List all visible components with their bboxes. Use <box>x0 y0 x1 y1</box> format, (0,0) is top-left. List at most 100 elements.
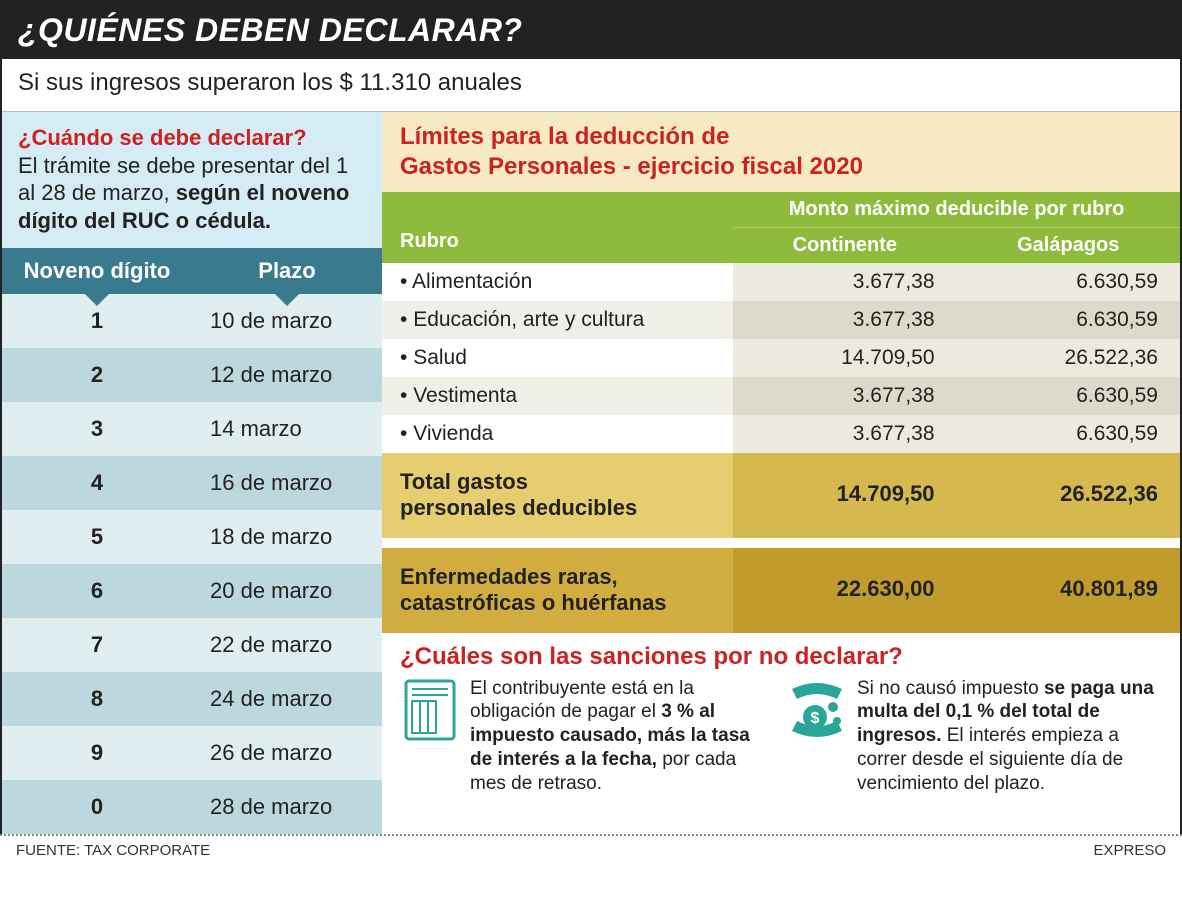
columns-wrapper: ¿Cuándo se debe declarar? El trámite se … <box>2 112 1180 834</box>
when-box: ¿Cuándo se debe declarar? El trámite se … <box>2 112 382 248</box>
limits-title-line1: Límites para la deducción de <box>400 123 729 150</box>
limits-row: Vestimenta3.677,386.630,59 <box>382 377 1180 415</box>
limits-title: Límites para la deducción de Gastos Pers… <box>382 112 1180 192</box>
schedule-row: 416 de marzo <box>2 456 382 510</box>
schedule-row: 314 marzo <box>2 402 382 456</box>
total1-label: Total gastos personales deducibles <box>382 453 733 538</box>
limits-galapagos: 6.630,59 <box>957 415 1180 453</box>
total1-galapagos: 26.522,36 <box>957 453 1180 538</box>
svg-text:$: $ <box>811 710 820 727</box>
limits-galapagos: 6.630,59 <box>957 263 1180 301</box>
schedule-row: 518 de marzo <box>2 510 382 564</box>
schedule-digit: 9 <box>2 726 192 780</box>
limits-continente: 3.677,38 <box>733 415 956 453</box>
limits-header: Rubro Monto máximo deducible por rubro C… <box>382 192 1180 263</box>
sanc2-pre: Si no causó impuesto <box>857 678 1044 699</box>
schedule-row: 212 de marzo <box>2 348 382 402</box>
schedule-digit: 4 <box>2 456 192 510</box>
schedule-deadline: 16 de marzo <box>192 456 382 510</box>
document-icon <box>400 677 460 743</box>
total1-label-l2: personales deducibles <box>400 495 637 520</box>
sanction-col-2: $ Si no causó impuesto se paga una multa… <box>787 677 1162 796</box>
schedule-digit: 8 <box>2 672 192 726</box>
limits-rubro: Vivienda <box>382 415 733 453</box>
schedule-row: 620 de marzo <box>2 564 382 618</box>
schedule-deadline: 26 de marzo <box>192 726 382 780</box>
schedule-deadline: 18 de marzo <box>192 510 382 564</box>
infographic-frame: ¿QUIÉNES DEBEN DECLARAR? Si sus ingresos… <box>0 0 1182 834</box>
when-question: ¿Cuándo se debe declarar? <box>18 124 366 152</box>
total2-label: Enfermedades raras, catastróficas o huér… <box>382 548 733 633</box>
money-hand-icon: $ <box>787 677 847 743</box>
schedule-deadline: 24 de marzo <box>192 672 382 726</box>
footer: FUENTE: TAX CORPORATE EXPRESO <box>0 834 1182 865</box>
limits-head-monto-label: Monto máximo deducible por rubro <box>733 192 1180 228</box>
limits-galapagos: 6.630,59 <box>957 377 1180 415</box>
limits-rubro: Vestimenta <box>382 377 733 415</box>
total2-continente: 22.630,00 <box>733 548 956 633</box>
limits-title-line2: Gastos Personales - ejercicio fiscal 202… <box>400 153 863 180</box>
schedule-deadline: 22 de marzo <box>192 618 382 672</box>
limits-row: Alimentación3.677,386.630,59 <box>382 263 1180 301</box>
limits-rubro: Salud <box>382 339 733 377</box>
subheading: Si sus ingresos superaron los $ 11.310 a… <box>2 59 1180 112</box>
limits-rubro: Educación, arte y cultura <box>382 301 733 339</box>
limits-head-rubro: Rubro <box>382 192 733 263</box>
limits-head-continente: Continente <box>733 228 956 263</box>
schedule-digit: 2 <box>2 348 192 402</box>
limits-continente: 14.709,50 <box>733 339 956 377</box>
limits-continente: 3.677,38 <box>733 301 956 339</box>
footer-brand: EXPRESO <box>1093 842 1166 859</box>
footer-source: FUENTE: TAX CORPORATE <box>16 842 210 859</box>
sanction-text-2: Si no causó impuesto se paga una multa d… <box>857 677 1162 796</box>
schedule-header: Noveno dígito Plazo <box>2 248 382 294</box>
total1-continente: 14.709,50 <box>733 453 956 538</box>
total2-label-l2: catastróficas o huérfanas <box>400 590 667 615</box>
limits-galapagos: 6.630,59 <box>957 301 1180 339</box>
sanction-text-1: El contribuyente está en la obligación d… <box>470 677 775 796</box>
schedule-head-deadline-label: Plazo <box>258 258 315 283</box>
schedule-row: 926 de marzo <box>2 726 382 780</box>
limits-head-galapagos: Galápagos <box>957 228 1180 263</box>
schedule-row: 824 de marzo <box>2 672 382 726</box>
schedule-deadline: 20 de marzo <box>192 564 382 618</box>
left-column: ¿Cuándo se debe declarar? El trámite se … <box>2 112 382 834</box>
schedule-row: 722 de marzo <box>2 618 382 672</box>
limits-rubro: Alimentación <box>382 263 733 301</box>
limits-row: Salud14.709,5026.522,36 <box>382 339 1180 377</box>
limits-galapagos: 26.522,36 <box>957 339 1180 377</box>
total2-label-l1: Enfermedades raras, <box>400 564 618 589</box>
limits-continente: 3.677,38 <box>733 377 956 415</box>
sanctions-question: ¿Cuáles son las sanciones por no declara… <box>400 643 1162 671</box>
schedule-head-deadline: Plazo <box>192 248 382 294</box>
schedule-deadline: 14 marzo <box>192 402 382 456</box>
totals-spacer <box>382 538 1180 548</box>
arrow-down-icon <box>83 292 111 306</box>
total1-label-l1: Total gastos <box>400 469 528 494</box>
limits-row: Educación, arte y cultura3.677,386.630,5… <box>382 301 1180 339</box>
schedule-body: 110 de marzo212 de marzo314 marzo416 de … <box>2 294 382 834</box>
schedule-row: 110 de marzo <box>2 294 382 348</box>
total2-galapagos: 40.801,89 <box>957 548 1180 633</box>
right-column: Límites para la deducción de Gastos Pers… <box>382 112 1180 834</box>
schedule-digit: 3 <box>2 402 192 456</box>
schedule-head-digit: Noveno dígito <box>2 248 192 294</box>
schedule-head-digit-label: Noveno dígito <box>24 258 171 283</box>
totals-row-1: Total gastos personales deducibles 14.70… <box>382 453 1180 538</box>
sanctions-box: ¿Cuáles son las sanciones por no declara… <box>382 633 1180 808</box>
schedule-deadline: 12 de marzo <box>192 348 382 402</box>
schedule-digit: 6 <box>2 564 192 618</box>
schedule-row: 028 de marzo <box>2 780 382 834</box>
limits-head-monto: Monto máximo deducible por rubro Contine… <box>733 192 1180 263</box>
limits-row: Vivienda3.677,386.630,59 <box>382 415 1180 453</box>
arrow-down-icon <box>273 292 301 306</box>
main-title: ¿QUIÉNES DEBEN DECLARAR? <box>2 2 1180 59</box>
sanction-col-1: El contribuyente está en la obligación d… <box>400 677 775 796</box>
limits-continente: 3.677,38 <box>733 263 956 301</box>
limits-body: Alimentación3.677,386.630,59Educación, a… <box>382 263 1180 453</box>
schedule-deadline: 28 de marzo <box>192 780 382 834</box>
schedule-digit: 5 <box>2 510 192 564</box>
schedule-digit: 7 <box>2 618 192 672</box>
totals-row-2: Enfermedades raras, catastróficas o huér… <box>382 548 1180 633</box>
schedule-digit: 0 <box>2 780 192 834</box>
